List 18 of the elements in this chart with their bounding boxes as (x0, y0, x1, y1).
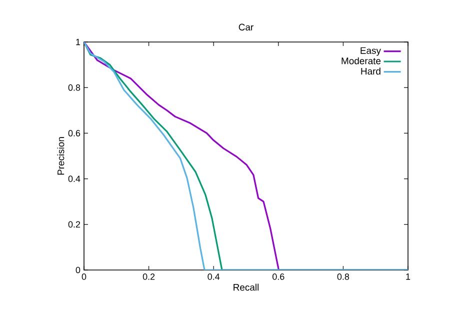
x-tick-label: 0.2 (142, 274, 155, 280)
x-axis-title: Recall (234, 284, 259, 291)
y-axis-title: Precision (57, 137, 64, 175)
y-tick-label: 0.8 (68, 84, 80, 91)
x-tick-label: 0.8 (337, 274, 350, 280)
y-tick-label: 0.4 (68, 176, 80, 182)
y-tick-label: 0.2 (68, 221, 80, 228)
chart-title: Car (238, 24, 254, 30)
x-tick-label: 0.6 (272, 274, 284, 280)
y-tick-label: 0 (76, 266, 80, 274)
y-tick-label: 0.6 (68, 130, 80, 136)
x-tick-label: 1 (406, 274, 410, 280)
legend-label: Hard (361, 68, 380, 75)
y-tick-label: 1 (76, 38, 80, 46)
x-tick-label: 0 (82, 274, 86, 280)
legend-label: Easy (360, 47, 381, 56)
legend-label: Moderate (342, 57, 381, 64)
x-tick-label: 0.4 (208, 274, 220, 280)
